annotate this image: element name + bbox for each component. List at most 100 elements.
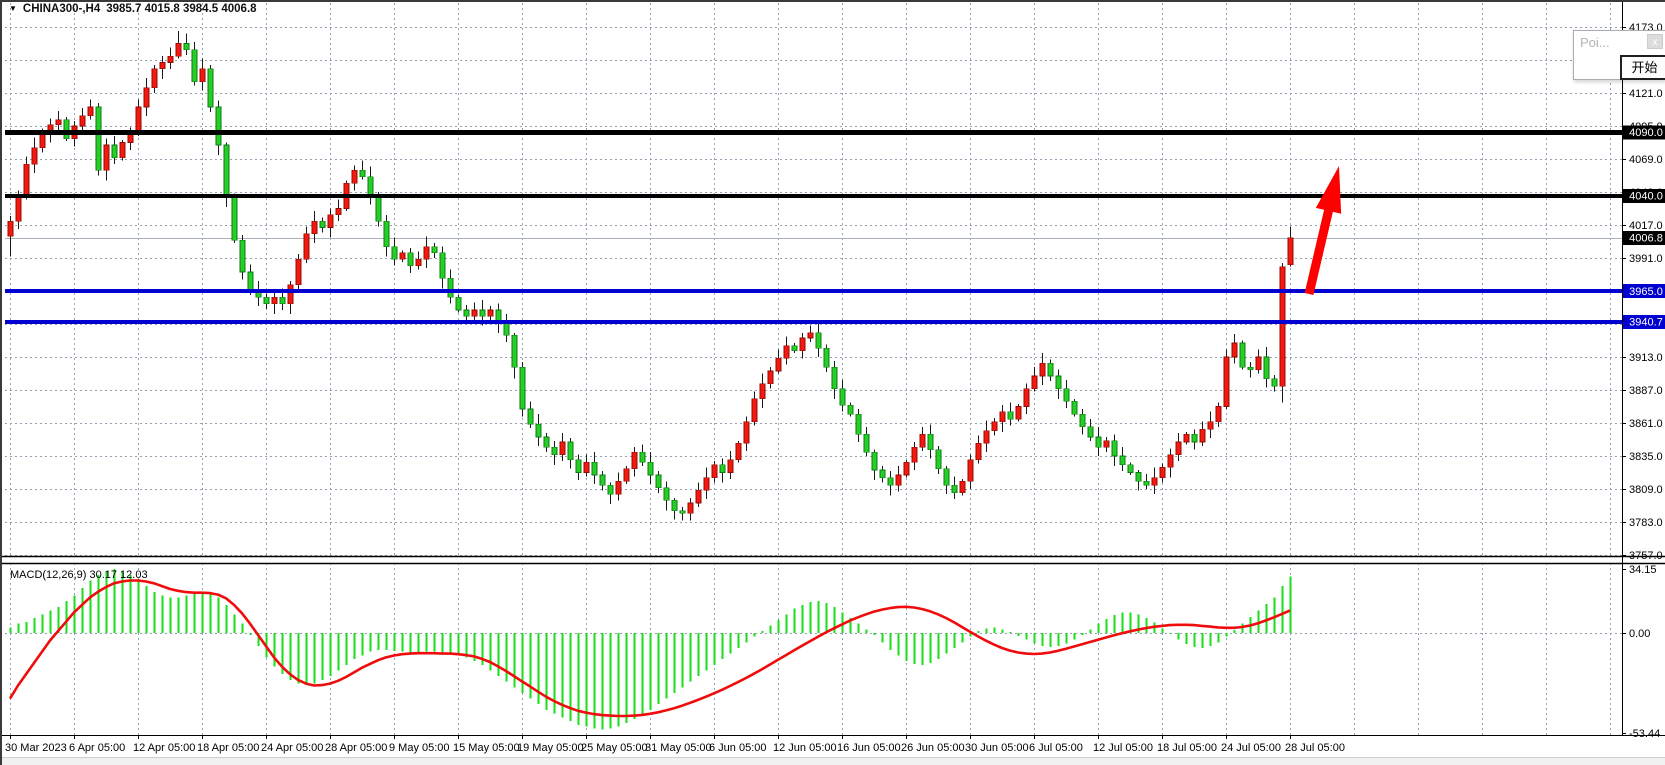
- candle-bear: [1135, 472, 1142, 482]
- candle-bull: [759, 383, 766, 400]
- candle-bull: [919, 434, 926, 448]
- panel-separator[interactable]: [2, 555, 1665, 558]
- macd-label: MACD(12,26,9) 30.17 12.03: [10, 569, 148, 581]
- candle-bear: [431, 246, 438, 254]
- time-tick-label: 15 May 05:00: [453, 742, 520, 754]
- price-line-badge: [1623, 125, 1665, 140]
- candle-bull: [1031, 375, 1038, 390]
- candle-bear: [1071, 401, 1078, 415]
- candle-bull: [351, 170, 358, 184]
- candle-bull: [1231, 342, 1238, 358]
- candle-bear: [359, 170, 366, 178]
- candle-bear: [447, 278, 454, 298]
- candle-bull: [975, 443, 982, 461]
- candle-bull: [471, 309, 478, 317]
- macd-tick-label: 0.00: [1629, 628, 1650, 640]
- candle-bull: [735, 443, 742, 461]
- candle-bear: [111, 144, 118, 159]
- time-tick-label: 6 Apr 05:00: [69, 742, 125, 754]
- candle-bull: [415, 258, 422, 266]
- price-tick-label: 3835.0: [1629, 451, 1663, 463]
- candle-bear: [263, 297, 270, 304]
- candle-bear: [871, 451, 878, 471]
- trend-arrow[interactable]: [1304, 166, 1342, 296]
- candle-bear: [527, 408, 534, 425]
- candle-bear: [367, 176, 374, 197]
- candle-bear: [383, 220, 390, 247]
- symbol-period-label: CHINA300-,H4: [22, 3, 101, 15]
- candle-bull: [959, 481, 966, 494]
- candle-bull: [327, 214, 334, 228]
- candle-bull: [295, 258, 302, 285]
- candle-bull: [1175, 441, 1182, 456]
- candle-bull: [199, 68, 206, 82]
- candle-bear: [455, 297, 462, 311]
- candle-bull: [103, 144, 110, 171]
- candle-bull: [1279, 266, 1286, 387]
- candle-bull: [983, 430, 990, 444]
- panel-separator[interactable]: [2, 562, 1665, 565]
- chart-title-bar[interactable]: ▼ CHINA300-,H4 3985.7 4015.8 3984.5 4006.8: [9, 3, 257, 15]
- candle-bull: [631, 451, 638, 469]
- time-tick-label: 24 Apr 05:00: [261, 742, 323, 754]
- candle-bear: [599, 474, 606, 486]
- candle-bull: [143, 87, 150, 108]
- candle-bull: [55, 119, 62, 126]
- candle-bear: [215, 106, 222, 146]
- candle-bear: [879, 469, 886, 478]
- script-popup-window[interactable]: Poi... x 开始: [1573, 30, 1665, 80]
- start-button[interactable]: 开始: [1620, 55, 1665, 80]
- price-line-badge: [1623, 314, 1665, 329]
- price-tick-label: 3757.0: [1629, 550, 1663, 562]
- candle-bear: [1111, 440, 1118, 457]
- candle-bear: [407, 252, 414, 266]
- candle-bear: [519, 366, 526, 410]
- candle-bull: [767, 370, 774, 384]
- grid-lines: [5, 3, 1622, 735]
- candle-bear: [855, 413, 862, 435]
- candle-bull: [903, 462, 910, 476]
- arrow-head[interactable]: [1315, 166, 1342, 214]
- time-tick-label: 31 May 05:00: [645, 742, 712, 754]
- candle-bear: [607, 484, 614, 495]
- candle-bull: [807, 332, 814, 339]
- candle-bear: [375, 195, 382, 222]
- candle-bear: [479, 309, 486, 317]
- time-tick-label: 12 Jul 05:00: [1093, 742, 1153, 754]
- candle-bear: [591, 462, 598, 476]
- candle-bear: [647, 462, 654, 476]
- candle-bull: [895, 474, 902, 486]
- candle-bull: [687, 502, 694, 514]
- price-tick-label: 4017.0: [1629, 220, 1663, 232]
- candle-bull: [743, 421, 750, 444]
- price-tick-label: 3913.0: [1629, 352, 1663, 364]
- candle-bull: [423, 246, 430, 260]
- candle-bull: [335, 208, 342, 216]
- candle-bear: [551, 446, 558, 456]
- candle-bear: [1143, 481, 1150, 486]
- candle-bear: [831, 366, 838, 390]
- candle-bull: [311, 220, 318, 235]
- time-tick-label: 30 Jun 05:00: [965, 742, 1029, 754]
- arrow-shaft[interactable]: [1304, 203, 1335, 296]
- candle-bear: [279, 297, 286, 304]
- close-icon[interactable]: x: [1647, 34, 1663, 49]
- candle-bull: [87, 106, 94, 117]
- candle-bull: [23, 163, 30, 197]
- price-line-badge-label: 4090.0: [1629, 127, 1663, 139]
- candle-bull: [1255, 356, 1262, 370]
- candle-bull: [1159, 467, 1166, 478]
- candle-bear: [719, 464, 726, 473]
- time-tick-label: 16 Jun 05:00: [837, 742, 901, 754]
- chevron-down-icon[interactable]: ▼: [9, 4, 17, 13]
- candle-bull: [1015, 406, 1022, 420]
- candle-bear: [815, 332, 822, 349]
- candle-bull: [1207, 421, 1214, 430]
- candle-bear: [239, 239, 246, 273]
- price-tick-label: 3809.0: [1629, 484, 1663, 496]
- candle-bear: [1191, 434, 1198, 443]
- candle-bear: [1119, 455, 1126, 466]
- candle-bear: [951, 484, 958, 494]
- price-tick-label: 3887.0: [1629, 385, 1663, 397]
